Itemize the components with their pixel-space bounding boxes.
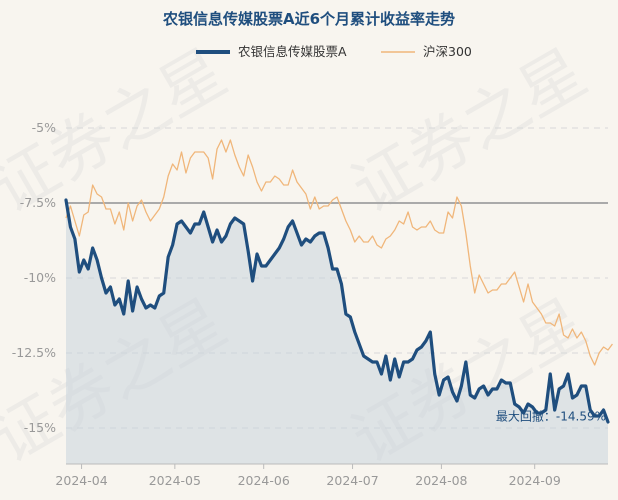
fund-line (64, 198, 610, 424)
legend-label-csi300: 沪深300 (423, 44, 472, 59)
y-tick-label: -7.5% (20, 195, 56, 210)
max-drawdown-label: 最大回撤：-14.59% (496, 409, 606, 424)
legend-item-fund[interactable]: 农银信息传媒股票A (196, 44, 347, 59)
y-tick-label: -15% (24, 420, 56, 435)
y-tick-label: -5% (32, 120, 56, 135)
x-axis-ticks: 2024-04 2024-05 2024-06 2024-07 2024-08 2024-… (55, 464, 561, 488)
csi300-line (65, 139, 613, 366)
x-tick-label: 2024-04 (55, 473, 107, 488)
chart-title: 农银信息传媒股票A近6个月累计收益率走势 (162, 10, 455, 28)
legend: 农银信息传媒股票A 沪深300 (196, 44, 472, 59)
x-tick-label: 2024-09 (509, 473, 561, 488)
y-axis-ticks: -5% -7.5% -10% -12.5% -15% (12, 120, 56, 435)
x-tick-label: 2024-06 (238, 473, 290, 488)
y-tick-label: -10% (24, 270, 56, 285)
legend-label-fund: 农银信息传媒股票A (238, 44, 347, 59)
x-tick-label: 2024-08 (415, 473, 467, 488)
x-tick-label: 2024-05 (149, 473, 201, 488)
y-tick-label: -12.5% (12, 345, 56, 360)
x-tick-label: 2024-07 (326, 473, 378, 488)
plot-area (64, 139, 613, 464)
legend-item-csi300[interactable]: 沪深300 (381, 44, 472, 59)
